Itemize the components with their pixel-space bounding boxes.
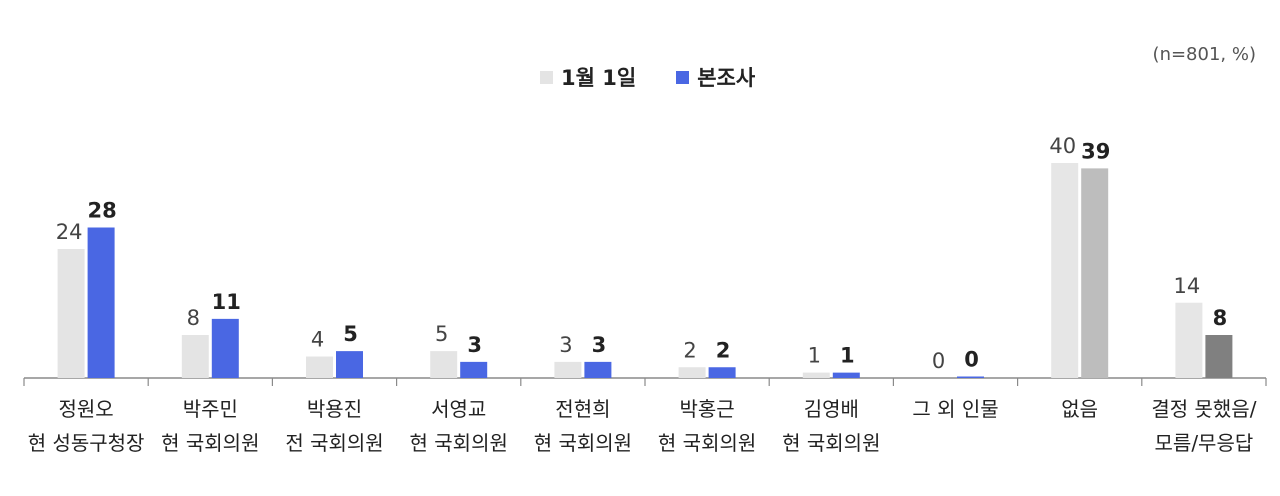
data-label-prev: 4	[311, 328, 324, 352]
data-label-prev: 2	[683, 338, 696, 362]
data-label-prev: 3	[559, 333, 572, 357]
x-tick-label: 현 국회의원	[658, 431, 756, 455]
data-label-curr: 28	[87, 199, 116, 223]
data-label-prev: 1	[808, 344, 821, 368]
x-tick-label: 모름/무응답	[1155, 431, 1254, 455]
bar-prev	[1051, 163, 1079, 378]
data-label-curr: 2	[716, 338, 731, 362]
x-tick-label: 현 국회의원	[534, 431, 632, 455]
bar-curr	[708, 367, 736, 378]
x-tick-label: 그 외 인물	[912, 397, 998, 421]
data-label-curr: 11	[212, 290, 241, 314]
bar-prev	[181, 335, 209, 378]
x-tick-label: 전현희	[555, 397, 610, 421]
bar-prev	[57, 249, 85, 378]
data-label-prev: 5	[435, 322, 448, 346]
legend-label-prev: 1월 1일	[561, 66, 637, 90]
bar-prev	[802, 372, 830, 378]
bar-prev	[306, 356, 333, 378]
legend-swatch-curr	[676, 70, 690, 84]
data-label-prev: 8	[187, 306, 200, 330]
legend-swatch-prev	[540, 70, 553, 84]
data-label-curr: 8	[1213, 306, 1228, 330]
bar-prev	[678, 367, 706, 378]
bar-curr	[584, 361, 612, 378]
x-tick-label: 현 국회의원	[410, 431, 508, 455]
x-tick-label: 현 국회의원	[782, 431, 880, 455]
sample-note: (n=801, %)	[1152, 44, 1256, 65]
data-label-prev: 0	[932, 349, 945, 373]
bar-curr	[87, 227, 115, 378]
x-tick-label: 박용진	[307, 397, 362, 421]
x-tick-label: 서영교	[431, 397, 486, 421]
bar-prev	[1175, 302, 1203, 378]
legend-item-curr: 본조사	[676, 62, 755, 92]
x-tick-label: 현 성동구청장	[28, 431, 145, 455]
bar-prev	[554, 361, 582, 378]
bar-prev	[430, 351, 458, 378]
bar-curr	[336, 351, 363, 378]
x-tick-label: 없음	[1061, 397, 1098, 421]
data-label-prev: 24	[56, 220, 83, 244]
data-label-prev: 14	[1174, 274, 1201, 298]
data-label-curr: 0	[964, 348, 979, 372]
legend: 1월 1일 본조사	[540, 62, 755, 92]
x-tick-label: 전 국회의원	[285, 431, 383, 455]
x-tick-label: 현 국회의원	[161, 431, 259, 455]
x-tick-label: 정원오	[58, 397, 113, 421]
legend-label-curr: 본조사	[697, 66, 756, 90]
data-label-curr: 1	[840, 344, 855, 368]
bar-curr	[957, 376, 984, 378]
bar-curr	[1205, 335, 1233, 378]
bar-curr	[211, 318, 239, 378]
x-tick-label: 김영배	[804, 397, 859, 421]
data-label-curr: 5	[343, 322, 358, 346]
x-tick-label: 박홍근	[679, 397, 734, 421]
x-tick-label: 결정 못했음/	[1151, 397, 1256, 421]
bar-curr	[1081, 168, 1109, 378]
bar-curr	[460, 361, 488, 378]
data-label-curr: 39	[1081, 139, 1110, 163]
legend-item-prev: 1월 1일	[540, 62, 636, 92]
data-label-curr: 3	[467, 333, 482, 357]
x-tick-label: 박주민	[183, 397, 238, 421]
data-label-curr: 3	[592, 333, 607, 357]
bar-curr	[832, 372, 860, 378]
data-label-prev: 40	[1049, 134, 1076, 158]
